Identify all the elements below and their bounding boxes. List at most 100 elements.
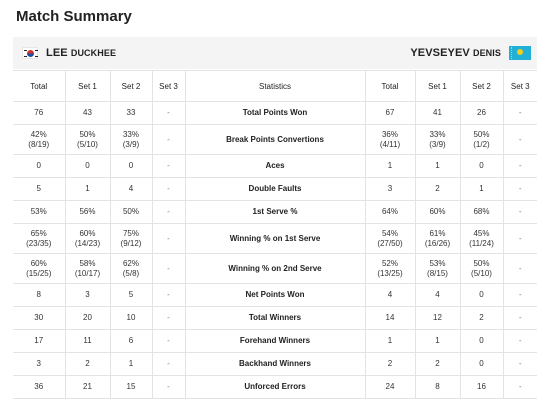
right-value-cell-line: - — [518, 161, 522, 170]
right-value-cell-line: 52% — [381, 258, 398, 268]
left-value-cell: 43 — [65, 101, 111, 125]
right-value-cell: 1 — [365, 329, 416, 353]
right-value-cell-line: (4/11) — [379, 139, 401, 149]
left-value-cell-line: (10/17) — [74, 268, 101, 278]
page-title: Match Summary — [16, 8, 132, 25]
right-value-cell-line: (11/24) — [469, 238, 494, 248]
left-value-cell: 58% (10/17) — [65, 253, 111, 284]
right-value-cell: 50% (1/2) — [460, 124, 504, 155]
right-value-cell: 41 — [415, 101, 461, 125]
right-value-cell-line: 8 — [435, 382, 440, 391]
right-value-cell-line: - — [518, 313, 522, 322]
left-value-cell-line: 42% — [30, 129, 47, 139]
left-value-cell-line: - — [167, 108, 170, 117]
stat-label: Net Points Won — [185, 283, 366, 307]
left-value-cell: - — [152, 101, 186, 125]
stats-table: Total Set 1 Set 2 Set 3 Statistics Total… — [13, 70, 537, 399]
table-row: 5 1 4 - Double Faults 3 2 1 - — [13, 177, 537, 201]
right-value-cell: 24 — [365, 375, 416, 399]
header-statistics: Statistics — [185, 70, 366, 102]
left-value-cell-line: 56% — [79, 207, 96, 216]
left-value-cell-line: (9/12) — [120, 238, 142, 248]
right-value-cell: 50% (5/10) — [460, 253, 504, 284]
right-value-cell-line: 53% — [429, 258, 446, 268]
right-value-cell: 0 — [460, 352, 504, 376]
right-value-cell-line: 0 — [479, 161, 484, 170]
header-right-set3: Set 3 — [503, 70, 537, 102]
right-value-cell-line: 36% — [381, 129, 398, 139]
left-value-cell-line: 0 — [128, 161, 134, 170]
right-value-cell: - — [503, 352, 537, 376]
right-value-cell: - — [503, 101, 537, 125]
left-value-cell-line: (5/8) — [122, 268, 140, 278]
right-value-cell-line: 50% — [473, 129, 490, 139]
right-value-cell-line: 60% — [429, 207, 446, 216]
right-value-cell: - — [503, 154, 537, 178]
right-value-cell-line: 1 — [387, 161, 393, 170]
left-value-cell: 4 — [110, 177, 153, 201]
left-value-cell-line: (23/35) — [26, 238, 52, 248]
left-value-cell: 3 — [13, 352, 66, 376]
right-value-cell: 68% — [460, 200, 504, 224]
left-value-cell-line: 50% — [79, 129, 96, 139]
left-value-cell: - — [152, 375, 186, 399]
left-value-cell-line: 36 — [34, 382, 44, 391]
left-value-cell: 60% (14/23) — [65, 223, 111, 254]
left-value-cell: 11 — [65, 329, 111, 353]
right-value-cell: 12 — [415, 306, 461, 330]
table-row: 36 21 15 - Unforced Errors 24 8 16 - — [13, 375, 537, 399]
player-left-name[interactable]: LEE DUCKHEE — [46, 47, 116, 59]
left-value-cell-line: - — [167, 290, 170, 299]
left-value-cell: 8 — [13, 283, 66, 307]
left-value-cell-line: 43 — [83, 108, 92, 117]
stat-label: 1st Serve % — [185, 200, 366, 224]
left-value-cell: 1 — [65, 177, 111, 201]
left-value-cell-line: - — [167, 207, 170, 216]
left-value-cell-line: - — [167, 359, 170, 368]
header-right-set1: Set 1 — [415, 70, 461, 102]
right-value-cell-line: - — [518, 382, 522, 391]
left-value-cell-line: 6 — [128, 336, 134, 345]
right-value-cell: 8 — [415, 375, 461, 399]
left-value-cell: 21 — [65, 375, 111, 399]
left-value-cell: - — [152, 200, 186, 224]
left-value-cell: 1 — [110, 352, 153, 376]
left-value-cell-line: 53% — [30, 207, 47, 216]
right-value-cell-line: 14 — [385, 313, 395, 322]
left-value-cell: 62% (5/8) — [110, 253, 153, 284]
left-value-cell-line: 3 — [85, 290, 90, 299]
left-value-cell: - — [152, 154, 186, 178]
player-right-name[interactable]: YEVSEYEV DENIS — [410, 47, 501, 59]
left-value-cell: 6 — [110, 329, 153, 353]
right-value-cell: 26 — [460, 101, 504, 125]
right-value-cell: 1 — [415, 329, 461, 353]
right-value-cell-line: 2 — [435, 184, 440, 193]
table-row: 76 43 33 - Total Points Won 67 41 26 - — [13, 101, 537, 125]
left-value-cell-line: 0 — [36, 161, 41, 170]
right-value-cell-line: 2 — [435, 359, 440, 368]
left-value-cell-line: 17 — [34, 336, 44, 345]
right-value-cell-line: 4 — [435, 290, 440, 299]
left-value-cell-line: 50% — [122, 207, 139, 216]
left-value-cell: - — [152, 306, 186, 330]
right-value-cell-line: 61% — [429, 228, 446, 238]
right-value-cell: 4 — [415, 283, 461, 307]
players-header: LEE DUCKHEE YEVSEYEV DENIS — [13, 37, 537, 69]
right-value-cell-line: (5/10) — [471, 268, 492, 278]
left-value-cell: 0 — [13, 154, 66, 178]
left-value-cell: 10 — [110, 306, 153, 330]
left-value-cell-line: 21 — [83, 382, 92, 391]
stat-label: Winning % on 1st Serve — [185, 223, 366, 254]
right-value-cell-line: (27/50) — [377, 238, 403, 248]
right-value-cell-line: 2 — [479, 313, 484, 322]
right-value-cell: - — [503, 177, 537, 201]
left-value-cell-line: 4 — [128, 184, 134, 193]
table-header-row: Total Set 1 Set 2 Set 3 Statistics Total… — [13, 70, 537, 102]
right-value-cell: 1 — [460, 177, 504, 201]
left-value-cell-line: 60% — [79, 228, 96, 238]
left-value-cell: 65% (23/35) — [13, 223, 66, 254]
left-value-cell-line: - — [167, 313, 170, 322]
left-value-cell: 0 — [65, 154, 111, 178]
left-value-cell: - — [152, 253, 186, 284]
table-row: 60% (15/25) 58% (10/17) 62% (5/8) - Winning % o… — [13, 253, 537, 284]
